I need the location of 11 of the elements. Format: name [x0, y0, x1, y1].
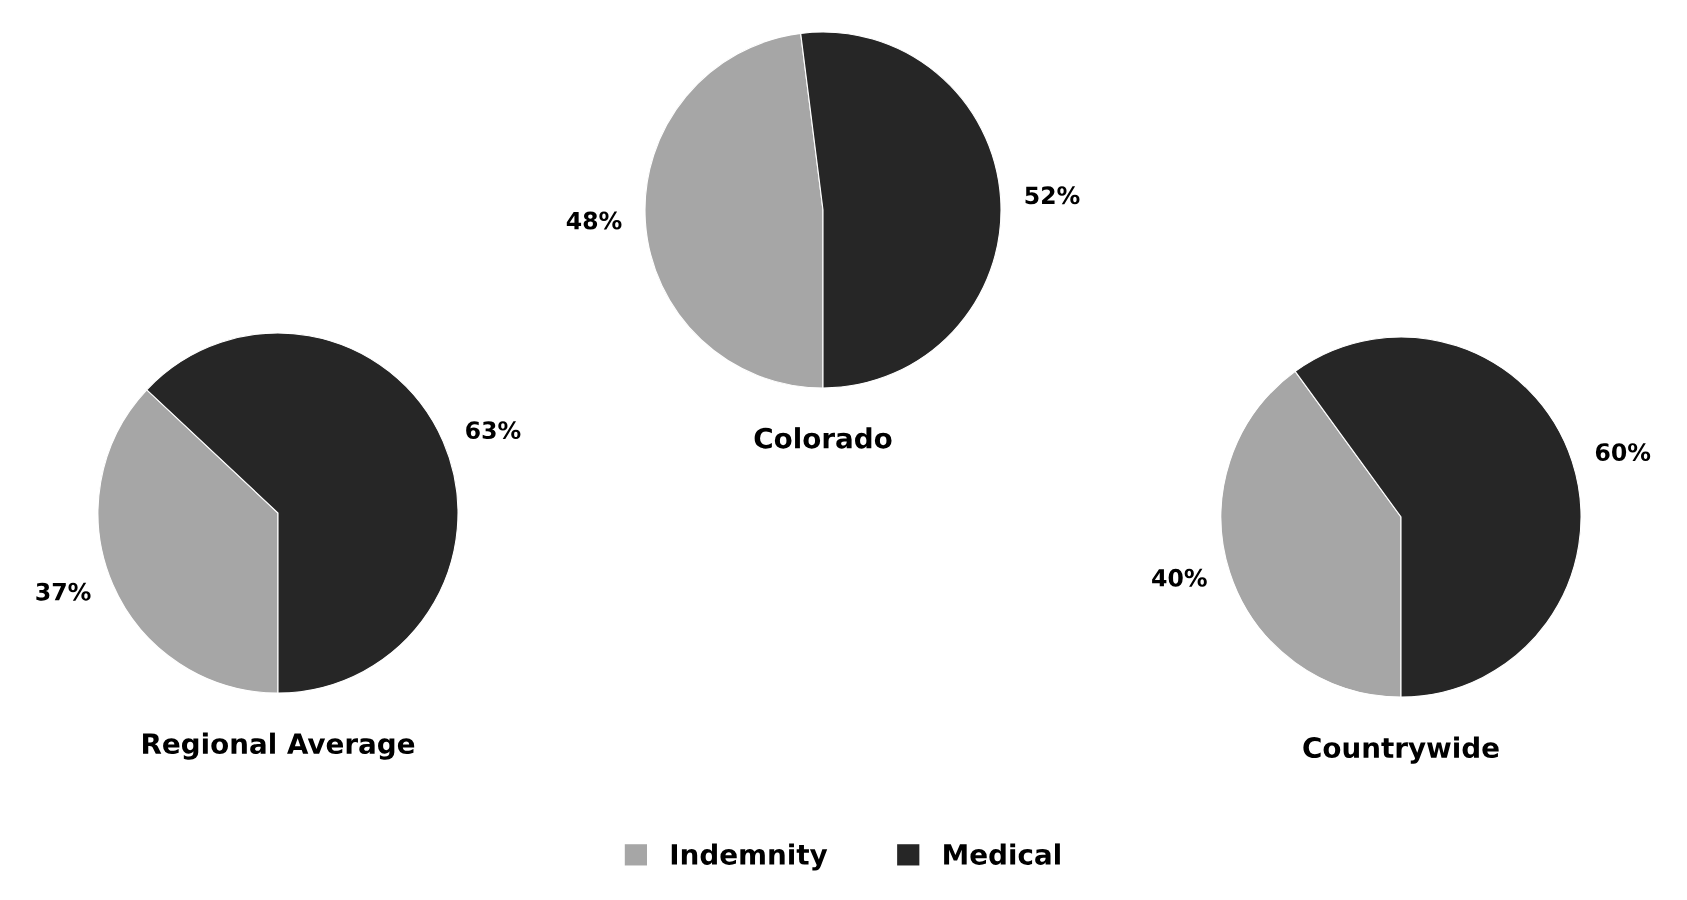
data-label: 40% — [1152, 568, 1207, 587]
data-label: 60% — [1595, 443, 1651, 461]
text: Countrywide — [1303, 736, 1499, 764]
legend-label: Medical — [944, 843, 1060, 865]
data-label: 48% — [566, 211, 622, 230]
data-label: 37% — [36, 582, 91, 601]
text: Colorado — [754, 427, 892, 449]
legend-label: Indemnity — [671, 843, 828, 871]
data-label: 63% — [466, 421, 521, 440]
data-label: 52% — [1025, 186, 1080, 205]
text: Regional Average — [143, 732, 415, 760]
